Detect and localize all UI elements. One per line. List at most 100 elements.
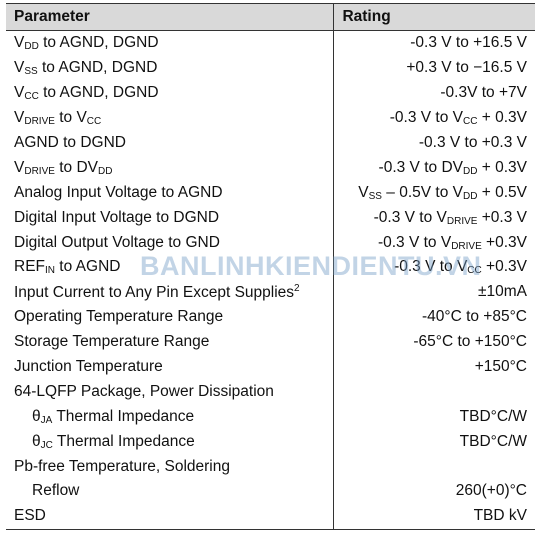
text-run: Operating Temperature Range xyxy=(14,308,224,326)
text-run: Digital Output Voltage to GND xyxy=(14,233,220,251)
text-run: to AGND xyxy=(55,258,121,276)
table-row: VDRIVE to DVDD -0.3 V to DVDD + 0.3V xyxy=(6,155,535,181)
subscript: IN xyxy=(45,265,55,277)
subscript: JC xyxy=(40,439,53,451)
subscript: DD xyxy=(24,41,39,53)
text-run: -0.3 V to DV xyxy=(378,158,463,176)
subscript: DRIVE xyxy=(24,165,55,177)
header-row: Parameter Rating xyxy=(6,3,535,31)
parameter-cell: VDD to AGND, DGND xyxy=(6,31,334,56)
subscript: SS xyxy=(368,190,382,202)
rating-cell: 260(+0)°C xyxy=(333,479,535,504)
table-row: Digital Input Voltage to DGND -0.3 V to V… xyxy=(6,205,535,231)
parameter-cell: VDRIVE to DVDD xyxy=(6,155,334,180)
table-row: VCC to AGND, DGND -0.3V to +7V xyxy=(6,80,535,106)
subscript: CC xyxy=(467,265,482,277)
subscript: CC xyxy=(24,91,39,103)
table-row: θJC Thermal Impedance TBD°C/W xyxy=(6,429,535,455)
text-run: TBD°C/W xyxy=(459,407,527,425)
text-run: to DV xyxy=(54,158,98,176)
table-row: Storage Temperature Range -65°C to +150°C xyxy=(6,329,535,355)
text-run: -0.3 V to +0.3 V xyxy=(418,134,527,151)
text-run: + 0.3V xyxy=(477,109,527,127)
text-run: Thermal Impedance xyxy=(52,432,195,450)
table-row: VDD to AGND, DGND -0.3 V to +16.5 V xyxy=(6,30,535,56)
parameter-cell: Reflow xyxy=(6,479,334,504)
table-row: Digital Output Voltage to GND -0.3 V to V… xyxy=(6,230,535,256)
text-run: +0.3 V xyxy=(477,208,527,226)
text-run: V xyxy=(14,34,25,52)
text-run: V xyxy=(14,109,25,127)
table-row: Reflow 260(+0)°C xyxy=(6,479,535,504)
table-row: Analog Input Voltage to AGND VSS – 0.5V t… xyxy=(6,180,535,206)
table-row: Pb-free Temperature, Soldering xyxy=(6,454,535,480)
subscript: DRIVE xyxy=(446,215,478,227)
text-run: V xyxy=(14,59,25,77)
rating-cell: -0.3 V to VCC + 0.3V xyxy=(333,105,535,131)
parameter-cell: Storage Temperature Range xyxy=(6,330,334,355)
rating-cell: +0.3 V to −16.5 V xyxy=(333,55,535,81)
text-run: to V xyxy=(54,109,87,127)
rating-cell: -65°C to +150°C xyxy=(333,329,535,355)
text-run: -0.3 V to V xyxy=(394,258,468,276)
text-run: -40°C to +85°C xyxy=(421,308,527,326)
text-run: +0.3V xyxy=(481,258,527,276)
subscript: CC xyxy=(86,116,102,128)
text-run: to AGND, DGND xyxy=(38,34,159,52)
text-run: V xyxy=(358,183,369,201)
text-run: -0.3 V to +16.5 V xyxy=(410,34,527,52)
parameter-cell: REFIN to AGND xyxy=(6,255,334,280)
parameter-cell: Input Current to Any Pin Except Supplies… xyxy=(6,280,334,305)
rating-cell xyxy=(333,454,535,480)
text-run: 64-LQFP Package, Power Dissipation xyxy=(14,382,274,400)
parameter-cell: Operating Temperature Range xyxy=(6,305,334,330)
subscript: DRIVE xyxy=(24,116,55,128)
text-run: Thermal Impedance xyxy=(52,407,195,425)
subscript: SS xyxy=(24,66,38,78)
text-run: Pb-free Temperature, Soldering xyxy=(14,457,230,475)
parameter-cell: ESD xyxy=(6,503,334,530)
parameter-cell: VCC to AGND, DGND xyxy=(6,81,334,106)
table-row: Junction Temperature +150°C xyxy=(6,354,535,380)
rating-cell: -0.3V to +7V xyxy=(333,80,535,106)
parameter-cell: Digital Output Voltage to GND xyxy=(6,230,334,255)
text-run: to AGND, DGND xyxy=(37,59,158,77)
text-run: +150°C xyxy=(474,358,527,376)
table-row: VSS to AGND, DGND +0.3 V to −16.5 V xyxy=(6,55,535,81)
parameter-cell: AGND to DGND xyxy=(6,131,334,156)
rating-cell: -0.3 V to VDRIVE +0.3 V xyxy=(333,205,535,231)
text-run: to AGND, DGND xyxy=(38,84,159,102)
table-row: θJA Thermal Impedance TBD°C/W xyxy=(6,404,535,430)
text-run: -65°C to +150°C xyxy=(413,333,527,351)
text-run: Digital Input Voltage to DGND xyxy=(14,208,220,226)
rating-cell: ±10mA xyxy=(333,279,535,305)
parameter-cell: Junction Temperature xyxy=(6,355,334,380)
table-row: Operating Temperature Range -40°C to +85°… xyxy=(6,304,535,330)
text-run: +0.3 V to −16.5 V xyxy=(406,59,527,77)
text-run: TBD kV xyxy=(473,507,527,525)
text-run: Analog Input Voltage to AGND xyxy=(14,183,223,201)
rating-cell: +150°C xyxy=(333,354,535,380)
text-run: Reflow xyxy=(32,482,80,500)
text-run: θ xyxy=(32,432,41,450)
rating-cell: -0.3 V to VCC +0.3V xyxy=(333,255,535,280)
table-row: AGND to DGND -0.3 V to +0.3 V xyxy=(6,130,535,156)
rating-cell: -0.3 V to +0.3 V xyxy=(333,130,535,156)
text-run: -0.3V to +7V xyxy=(440,84,527,102)
text-run: -0.3 V to V xyxy=(373,208,447,226)
table-body: VDD to AGND, DGND -0.3 V to +16.5 V VSS to… xyxy=(6,30,535,530)
text-run: V xyxy=(14,158,25,176)
parameter-cell: VSS to AGND, DGND xyxy=(6,56,334,81)
text-run: + 0.5V xyxy=(477,183,527,201)
text-run: -0.3 V to V xyxy=(389,109,463,127)
subscript: DRIVE xyxy=(451,240,482,252)
text-run: ±10mA xyxy=(478,283,527,301)
table-row: REFIN to AGND -0.3 V to VCC +0.3V xyxy=(6,255,535,280)
text-run: Junction Temperature xyxy=(14,358,163,376)
parameter-cell: θJA Thermal Impedance xyxy=(6,404,334,429)
rating-cell xyxy=(333,379,535,405)
text-run: – 0.5V to V xyxy=(381,183,463,201)
superscript: 2 xyxy=(294,282,300,294)
parameter-cell: Pb-free Temperature, Soldering xyxy=(6,454,334,479)
